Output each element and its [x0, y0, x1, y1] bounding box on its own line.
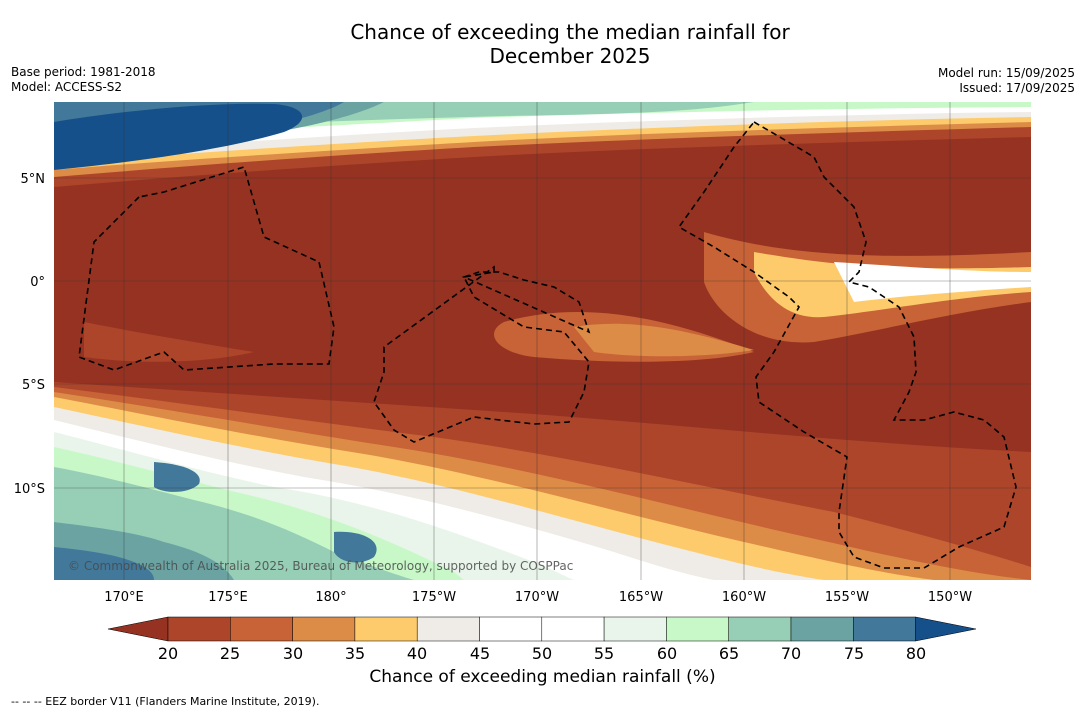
colorbar-tick-20: 20 [157, 644, 179, 663]
title-line-1: Chance of exceeding the median rainfall … [350, 20, 790, 44]
eez-footnote: -- -- -- EEZ border V11 (Flanders Marine… [11, 695, 320, 708]
title-line-2: December 2025 [489, 44, 651, 68]
lon-label-175w: 175°W [411, 590, 457, 605]
colorbar-seg-55-60 [603, 616, 667, 642]
colorbar-tick-40: 40 [406, 644, 428, 663]
blob-south-75-80a [154, 462, 200, 492]
colorbar-tick-25: 25 [219, 644, 241, 663]
patch-central-30-35 [574, 323, 754, 357]
eez-border-4 [677, 120, 1017, 569]
base-period: Base period: 1981-2018 [11, 65, 156, 79]
colorbar-tick-45: 45 [469, 644, 491, 663]
colorbar-seg-45-50 [479, 616, 543, 642]
colorbar-tick-50: 50 [531, 644, 553, 663]
band-north-gt80 [54, 103, 303, 170]
copyright-text: © Commonwealth of Australia 2025, Bureau… [68, 559, 574, 573]
colorbar [107, 614, 978, 648]
rainfall-map-svg [54, 102, 1031, 580]
map-title: Chance of exceeding the median rainfall … [0, 20, 1085, 68]
colorbar-seg-60-65 [666, 616, 729, 642]
lon-label-175e: 175°E [208, 590, 248, 605]
lon-label-170e: 170°E [104, 590, 144, 605]
lon-label-170w: 170°W [514, 590, 560, 605]
colorbar-lower-arrow [107, 616, 169, 642]
colorbar-tick-75: 75 [843, 644, 865, 663]
colorbar-tick-55: 55 [593, 644, 615, 663]
lon-label-155w: 155°W [824, 590, 870, 605]
colorbar-upper-arrow [915, 616, 977, 642]
eez-border-1 [78, 165, 335, 371]
band-south-75-80 [54, 547, 154, 580]
colorbar-seg-20-25 [167, 616, 231, 642]
lon-label-150w: 150°W [927, 590, 973, 605]
colorbar-tick-35: 35 [344, 644, 366, 663]
colorbar-tick-60: 60 [656, 644, 678, 663]
lat-label-5s: 5°S [21, 378, 45, 393]
patch-east-white [834, 262, 1031, 302]
colorbar-seg-40-45 [416, 616, 480, 642]
patch-west-20-25 [84, 322, 254, 362]
colorbar-seg-30-35 [292, 616, 356, 642]
model-run: Model run: 15/09/2025 [937, 66, 1075, 80]
colorbar-tick-80: 80 [905, 644, 927, 663]
colorbar-seg-65-70 [728, 616, 792, 642]
blob-south-75-80b [334, 531, 377, 563]
colorbar-seg-50-55 [541, 616, 605, 642]
lat-label-5n: 5°N [20, 172, 46, 187]
model-name: Model: ACCESS-S2 [11, 80, 123, 94]
colorbar-tick-30: 30 [282, 644, 304, 663]
colorbar-title: Chance of exceeding median rainfall (%) [369, 667, 716, 687]
model-info: Base period: 1981-2018 Model: ACCESS-S2 [11, 65, 156, 95]
lon-label-180: 180° [315, 590, 347, 605]
colorbar-seg-35-40 [354, 616, 418, 642]
lat-label-0: 0° [30, 275, 45, 290]
run-info: Model run: 15/09/2025 Issued: 17/09/2025 [938, 66, 1075, 96]
lat-label-10s: 10°S [13, 482, 45, 497]
colorbar-seg-70-75 [790, 616, 854, 642]
issued-date: Issued: 17/09/2025 [959, 81, 1075, 95]
colorbar-tick-65: 65 [718, 644, 740, 663]
rainfall-map [54, 102, 1031, 580]
eez-borders [78, 120, 1017, 569]
colorbar-seg-75-80 [853, 616, 916, 642]
graticule [54, 102, 1031, 580]
colorbar-svg [107, 616, 977, 642]
lon-label-165w: 165°W [618, 590, 664, 605]
lon-label-160w: 160°W [721, 590, 767, 605]
colorbar-seg-25-30 [230, 616, 293, 642]
colorbar-tick-70: 70 [780, 644, 802, 663]
